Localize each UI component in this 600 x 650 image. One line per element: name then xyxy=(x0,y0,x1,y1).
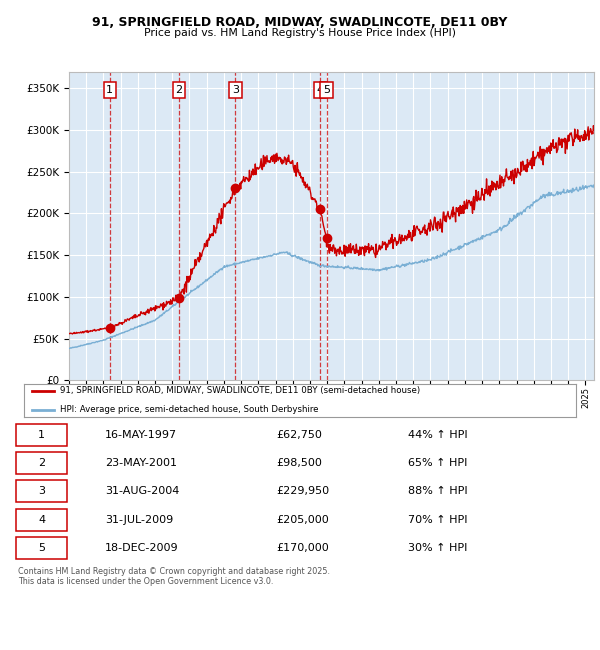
Text: 1: 1 xyxy=(106,85,113,95)
Text: 31-AUG-2004: 31-AUG-2004 xyxy=(105,486,179,497)
Text: 44% ↑ HPI: 44% ↑ HPI xyxy=(408,430,467,439)
Text: 4: 4 xyxy=(38,515,45,525)
Text: 5: 5 xyxy=(38,543,45,553)
Text: 5: 5 xyxy=(323,85,330,95)
Text: £170,000: £170,000 xyxy=(276,543,329,553)
Text: Price paid vs. HM Land Registry's House Price Index (HPI): Price paid vs. HM Land Registry's House … xyxy=(144,28,456,38)
FancyBboxPatch shape xyxy=(16,509,67,530)
Text: 16-MAY-1997: 16-MAY-1997 xyxy=(105,430,177,439)
Text: Contains HM Land Registry data © Crown copyright and database right 2025.
This d: Contains HM Land Registry data © Crown c… xyxy=(18,567,330,586)
Text: 31-JUL-2009: 31-JUL-2009 xyxy=(105,515,173,525)
FancyBboxPatch shape xyxy=(16,424,67,446)
FancyBboxPatch shape xyxy=(16,452,67,474)
Text: £98,500: £98,500 xyxy=(276,458,322,468)
Text: 70% ↑ HPI: 70% ↑ HPI xyxy=(408,515,467,525)
Text: 23-MAY-2001: 23-MAY-2001 xyxy=(105,458,177,468)
FancyBboxPatch shape xyxy=(16,480,67,502)
Text: 65% ↑ HPI: 65% ↑ HPI xyxy=(408,458,467,468)
Text: 18-DEC-2009: 18-DEC-2009 xyxy=(105,543,179,553)
Text: 4: 4 xyxy=(316,85,323,95)
Text: 3: 3 xyxy=(232,85,239,95)
Text: 91, SPRINGFIELD ROAD, MIDWAY, SWADLINCOTE, DE11 0BY: 91, SPRINGFIELD ROAD, MIDWAY, SWADLINCOT… xyxy=(92,16,508,29)
Text: 2: 2 xyxy=(38,458,45,468)
Text: 3: 3 xyxy=(38,486,45,497)
Text: 1: 1 xyxy=(38,430,45,439)
Text: HPI: Average price, semi-detached house, South Derbyshire: HPI: Average price, semi-detached house,… xyxy=(60,406,319,414)
Text: £229,950: £229,950 xyxy=(276,486,329,497)
Text: 2: 2 xyxy=(175,85,182,95)
Text: 88% ↑ HPI: 88% ↑ HPI xyxy=(408,486,467,497)
Text: 30% ↑ HPI: 30% ↑ HPI xyxy=(408,543,467,553)
FancyBboxPatch shape xyxy=(16,537,67,559)
Text: £205,000: £205,000 xyxy=(276,515,329,525)
Text: 91, SPRINGFIELD ROAD, MIDWAY, SWADLINCOTE, DE11 0BY (semi-detached house): 91, SPRINGFIELD ROAD, MIDWAY, SWADLINCOT… xyxy=(60,387,420,395)
Text: £62,750: £62,750 xyxy=(276,430,322,439)
